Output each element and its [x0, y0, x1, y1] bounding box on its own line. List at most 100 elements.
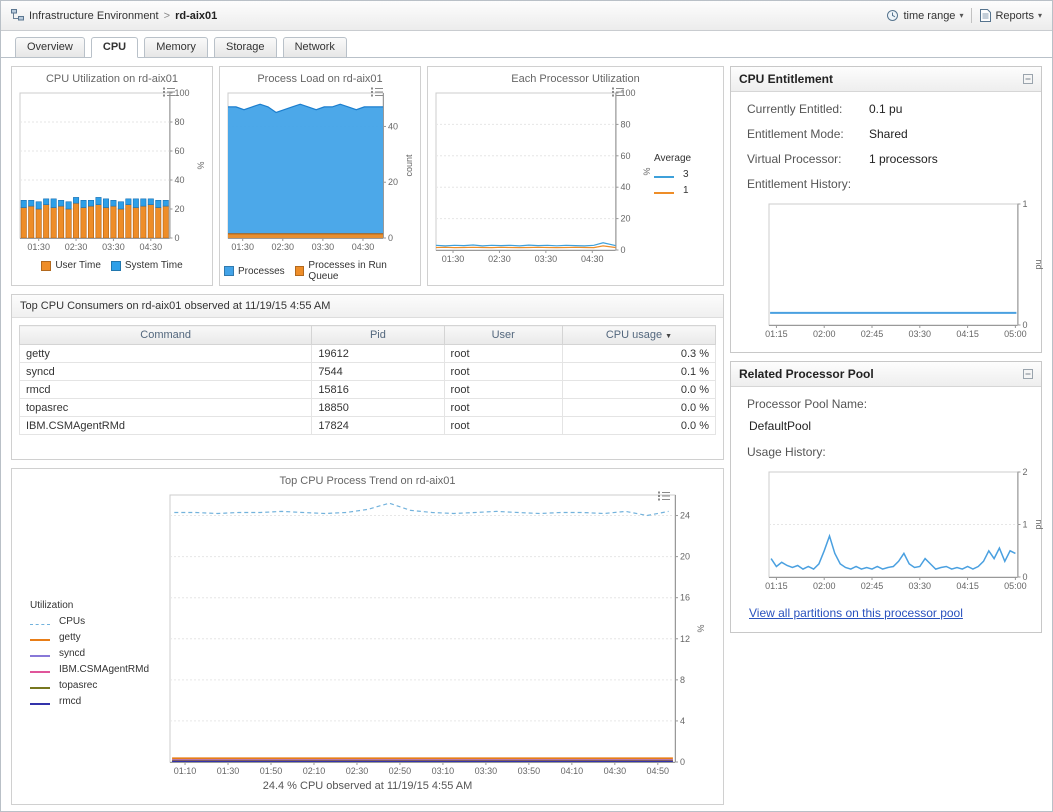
- svg-text:%: %: [196, 161, 206, 169]
- svg-text:%: %: [642, 167, 652, 175]
- svg-text:02:00: 02:00: [813, 581, 836, 591]
- topbar-divider: [971, 8, 972, 23]
- svg-text:05:00: 05:00: [1004, 581, 1027, 591]
- tab-overview[interactable]: Overview: [15, 37, 85, 58]
- svg-text:02:50: 02:50: [389, 766, 412, 776]
- table-cell: 18850: [312, 399, 444, 417]
- svg-text:12: 12: [680, 634, 690, 644]
- time-range-control[interactable]: time range ▾: [886, 9, 963, 22]
- entitlement-history-label: Entitlement History:: [747, 177, 1033, 191]
- panel-menu-icon[interactable]: [1023, 74, 1033, 84]
- table-row[interactable]: topasrec18850root0.0 %: [20, 399, 716, 417]
- svg-text:01:30: 01:30: [27, 242, 50, 252]
- reports-control[interactable]: Reports ▾: [980, 9, 1042, 22]
- each-processor-chart: 02040608010001:3002:3003:3004:30%: [432, 88, 652, 266]
- chart-title: CPU Utilization on rd-aix01: [16, 71, 208, 88]
- table-cell: 0.0 %: [562, 417, 715, 435]
- table-cell: root: [444, 345, 562, 363]
- left-column: CPU Utilization on rd-aix01 020406080100…: [11, 66, 724, 805]
- chart-options-icon[interactable]: [163, 87, 176, 100]
- svg-text:03:30: 03:30: [535, 254, 558, 264]
- table-cell: 17824: [312, 417, 444, 435]
- table-cell: 7544: [312, 363, 444, 381]
- field-entitlement-mode: Entitlement Mode: Shared: [747, 127, 1033, 141]
- legend-entry: Processes in Run Queue: [295, 260, 416, 282]
- each-processor-panel: Each Processor Utilization 0204060801000…: [427, 66, 724, 286]
- field-currently-entitled: Currently Entitled: 0.1 pu: [747, 102, 1033, 116]
- chart-options-icon[interactable]: [371, 87, 384, 100]
- svg-text:02:45: 02:45: [861, 329, 884, 339]
- svg-text:03:30: 03:30: [312, 242, 335, 252]
- svg-text:02:00: 02:00: [813, 329, 836, 339]
- chart-title: Each Processor Utilization: [432, 71, 719, 88]
- table-cell: 15816: [312, 381, 444, 399]
- svg-text:40: 40: [388, 121, 398, 131]
- chart-title: Top CPU Process Trend on rd-aix01: [16, 473, 719, 490]
- table-cell: root: [444, 399, 562, 417]
- chart-legend: Average31: [652, 153, 712, 201]
- tab-bar: Overview CPU Memory Storage Network: [1, 31, 1052, 58]
- legend-entry: User Time: [41, 260, 101, 271]
- svg-text:0: 0: [388, 233, 393, 243]
- svg-text:pu: pu: [1033, 519, 1043, 529]
- svg-text:0: 0: [621, 245, 626, 255]
- svg-text:40: 40: [175, 175, 185, 185]
- legend-title: Average: [654, 153, 712, 164]
- view-partitions-link[interactable]: View all partitions on this processor po…: [749, 606, 963, 620]
- breadcrumb-separator: >: [164, 10, 170, 22]
- svg-text:01:30: 01:30: [442, 254, 465, 264]
- chart-options-icon[interactable]: [658, 491, 671, 504]
- tab-network[interactable]: Network: [283, 37, 347, 58]
- svg-text:02:30: 02:30: [65, 242, 88, 252]
- svg-text:2: 2: [1023, 467, 1028, 477]
- table-row[interactable]: IBM.CSMAgentRMd17824root0.0 %: [20, 417, 716, 435]
- column-header-command[interactable]: Command: [20, 326, 312, 345]
- process-load-chart: 0204001:3002:3003:3004:30count: [224, 88, 414, 254]
- svg-text:01:30: 01:30: [231, 242, 254, 252]
- column-header-user[interactable]: User: [444, 326, 562, 345]
- svg-text:16: 16: [680, 593, 690, 603]
- svg-text:03:30: 03:30: [909, 329, 932, 339]
- breadcrumb-current: rd-aix01: [175, 10, 217, 22]
- legend-entry: getty: [30, 632, 166, 643]
- trend-caption: 24.4 % CPU observed at 11/19/15 4:55 AM: [16, 778, 719, 792]
- svg-text:01:50: 01:50: [260, 766, 283, 776]
- svg-text:80: 80: [175, 117, 185, 127]
- sort-desc-icon: ▼: [665, 333, 672, 340]
- svg-text:%: %: [696, 624, 706, 632]
- svg-text:04:30: 04:30: [581, 254, 604, 264]
- table-header-row: Command Pid User CPU usage▼: [20, 326, 716, 345]
- legend-entry: System Time: [111, 260, 183, 271]
- panel-menu-icon[interactable]: [1023, 369, 1033, 379]
- column-header-pid[interactable]: Pid: [312, 326, 444, 345]
- legend-entry: 3: [654, 169, 712, 180]
- top-cpu-consumers-panel: Top CPU Consumers on rd-aix01 observed a…: [11, 294, 724, 460]
- svg-text:24: 24: [680, 511, 690, 521]
- process-load-panel: Process Load on rd-aix01 0204001:3002:30…: [219, 66, 421, 286]
- chart-options-icon[interactable]: [612, 87, 625, 100]
- tab-storage[interactable]: Storage: [214, 37, 277, 58]
- svg-text:20: 20: [621, 214, 631, 224]
- table-cell: syncd: [20, 363, 312, 381]
- table-row[interactable]: rmcd15816root0.0 %: [20, 381, 716, 399]
- table-row[interactable]: syncd7544root0.1 %: [20, 363, 716, 381]
- chart-legend: ProcessesProcesses in Run Queue: [224, 260, 416, 282]
- svg-text:02:30: 02:30: [488, 254, 511, 264]
- svg-text:01:15: 01:15: [765, 581, 788, 591]
- svg-text:60: 60: [621, 151, 631, 161]
- chart-legend: User Time System Time: [16, 260, 208, 271]
- breadcrumb-root[interactable]: Infrastructure Environment: [29, 10, 159, 22]
- svg-text:02:30: 02:30: [272, 242, 295, 252]
- legend-entry: IBM.CSMAgentRMd: [30, 664, 166, 675]
- table-cell: 0.0 %: [562, 399, 715, 417]
- svg-text:04:30: 04:30: [140, 242, 163, 252]
- svg-text:60: 60: [175, 146, 185, 156]
- main-content: CPU Utilization on rd-aix01 020406080100…: [1, 58, 1052, 812]
- table-row[interactable]: getty19612root0.3 %: [20, 345, 716, 363]
- column-header-cpu-usage[interactable]: CPU usage▼: [562, 326, 715, 345]
- tab-memory[interactable]: Memory: [144, 37, 208, 58]
- panel-title: Related Processor Pool: [739, 367, 874, 381]
- cpu-entitlement-panel: CPU Entitlement Currently Entitled: 0.1 …: [730, 66, 1042, 353]
- chart-title: Process Load on rd-aix01: [224, 71, 416, 88]
- tab-cpu[interactable]: CPU: [91, 37, 138, 58]
